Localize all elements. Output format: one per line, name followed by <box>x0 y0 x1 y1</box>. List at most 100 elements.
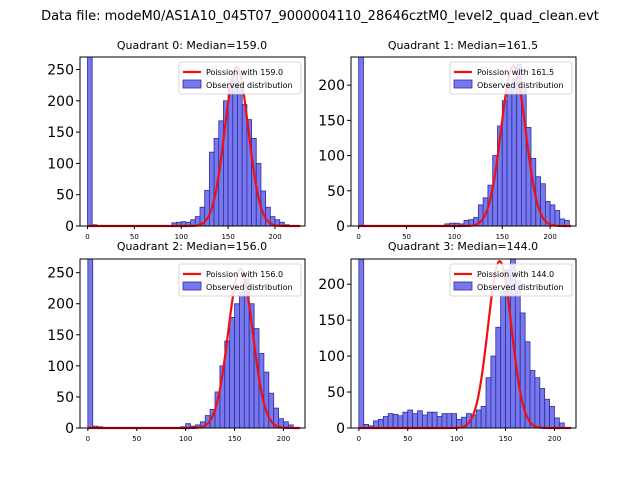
legend-line-label: Poission with 159.0 <box>206 68 283 77</box>
histogram-bar <box>451 413 458 429</box>
histogram-bar <box>514 280 521 429</box>
histogram-bar <box>480 406 487 429</box>
histogram-bar <box>426 411 433 429</box>
histogram-bar <box>377 418 384 429</box>
histogram-bar <box>358 56 364 227</box>
legend-box <box>449 61 573 95</box>
quadrant-3-title: Quadrant 3: Median=144.0 <box>388 240 538 253</box>
x-tick-label: 100 <box>179 435 192 443</box>
quadrant-1-title: Quadrant 1: Median=161.5 <box>388 39 538 52</box>
x-tick-label: 200 <box>548 435 561 443</box>
histogram-bar <box>397 415 404 429</box>
legend-bar-label: Observed distribution <box>206 81 293 90</box>
x-tick-label: 50 <box>403 435 412 443</box>
y-tick-label: 150 <box>318 313 345 329</box>
legend-box <box>178 61 302 95</box>
quadrant-2-panel: Quadrant 2: Median=156.0 0 50 100 150 200 250… <box>47 240 306 443</box>
y-tick-label: 0 <box>336 219 345 235</box>
x-tick-label: 0 <box>85 233 89 241</box>
legend-bar-swatch <box>453 281 473 291</box>
y-tick-label: 50 <box>56 390 74 406</box>
y-tick-label: 50 <box>327 385 345 401</box>
y-tick-label: 100 <box>47 359 74 375</box>
figure-title: Data file: modeM0/AS1A10_045T07_90000041… <box>41 9 599 24</box>
histogram-bar <box>229 316 235 429</box>
axes-frame <box>79 56 306 227</box>
axes-frame <box>79 258 306 429</box>
histogram-bar <box>441 413 448 429</box>
legend-line-label: Poission with 161.5 <box>477 68 554 77</box>
histogram-bar <box>234 303 240 429</box>
x-tick-label: 50 <box>402 233 411 241</box>
histogram-bar <box>549 406 555 429</box>
y-tick-label: 150 <box>47 328 74 344</box>
y-tick-label: 50 <box>56 188 74 204</box>
legend-box <box>178 263 302 297</box>
histogram-bar <box>554 417 560 429</box>
histogram-bar <box>549 204 556 227</box>
histogram-bar <box>87 258 94 429</box>
x-tick-label: 150 <box>228 435 241 443</box>
histogram-bar <box>544 398 550 429</box>
legend-bar-label: Observed distribution <box>206 283 293 292</box>
histogram-bar <box>431 411 438 429</box>
y-tick-label: 200 <box>318 277 345 293</box>
y-tick-label: 200 <box>47 94 74 110</box>
y-tick-label: 250 <box>47 63 74 79</box>
histogram-bar <box>392 413 399 429</box>
legend: Poission with 156.0 Observed distribution <box>178 263 302 297</box>
legend-bar-swatch <box>453 79 473 89</box>
legend: Poission with 159.0 Observed distribution <box>178 61 302 95</box>
x-tick-label: 50 <box>132 435 141 443</box>
y-tick-label: 100 <box>47 156 74 172</box>
x-tick-label: 200 <box>268 233 281 241</box>
histogram-bar <box>412 413 418 429</box>
quadrant-0-title: Quadrant 0: Median=159.0 <box>117 39 267 52</box>
x-tick-label: 100 <box>450 435 463 443</box>
axes-frame <box>350 56 577 227</box>
histogram-bar <box>87 56 93 227</box>
legend: Poission with 144.0 Observed distribution <box>449 263 573 297</box>
x-tick-label: 50 <box>130 233 139 241</box>
x-tick-label: 0 <box>357 435 361 443</box>
legend-bar-label: Observed distribution <box>477 283 564 292</box>
histogram-bar <box>534 377 541 429</box>
histogram-bar <box>554 210 561 227</box>
y-tick-label: 150 <box>47 125 74 141</box>
histogram-bar <box>500 290 506 429</box>
y-tick-label: 100 <box>318 349 345 365</box>
histogram-bar <box>446 413 453 429</box>
x-tick-label: 0 <box>86 435 90 443</box>
y-tick-label: 200 <box>47 297 74 313</box>
histogram-bar <box>436 416 443 429</box>
histogram-bar <box>506 84 513 227</box>
histogram-bar <box>539 388 546 429</box>
histogram-bar <box>511 77 518 227</box>
histogram-bar <box>417 410 423 429</box>
legend-bar-swatch <box>182 281 202 291</box>
quadrant-3-panel: Quadrant 3: Median=144.0 0 50 100 150 200 0 50… <box>318 240 577 443</box>
legend: Poission with 161.5 Observed distribution <box>449 61 573 95</box>
histogram-bar <box>241 104 248 227</box>
histogram-bar <box>358 258 365 429</box>
histogram-bar <box>402 411 409 429</box>
histogram-bar <box>495 326 502 429</box>
legend-bar-label: Observed distribution <box>477 81 564 90</box>
y-tick-label: 200 <box>318 78 345 94</box>
histogram-bar <box>239 292 245 429</box>
histogram-bar <box>485 377 492 429</box>
histogram-bar <box>529 370 536 429</box>
x-tick-label: 150 <box>499 435 512 443</box>
x-tick-label: 200 <box>277 435 290 443</box>
histogram-bar <box>407 409 414 429</box>
quadrant-1-panel: Quadrant 1: Median=161.5 0 50 100 150 200 0 50… <box>318 39 577 241</box>
quadrant-0-panel: Quadrant 0: Median=159.0 0 50 100 150 200 250… <box>47 39 306 241</box>
y-tick-label: 100 <box>318 149 345 165</box>
histogram-bar <box>422 414 428 429</box>
y-tick-label: 0 <box>65 219 74 235</box>
x-tick-label: 200 <box>543 233 556 241</box>
y-tick-label: 150 <box>318 113 345 129</box>
histogram-bar <box>232 75 238 227</box>
legend-line-label: Poission with 156.0 <box>206 270 283 279</box>
y-tick-label: 0 <box>65 421 74 437</box>
